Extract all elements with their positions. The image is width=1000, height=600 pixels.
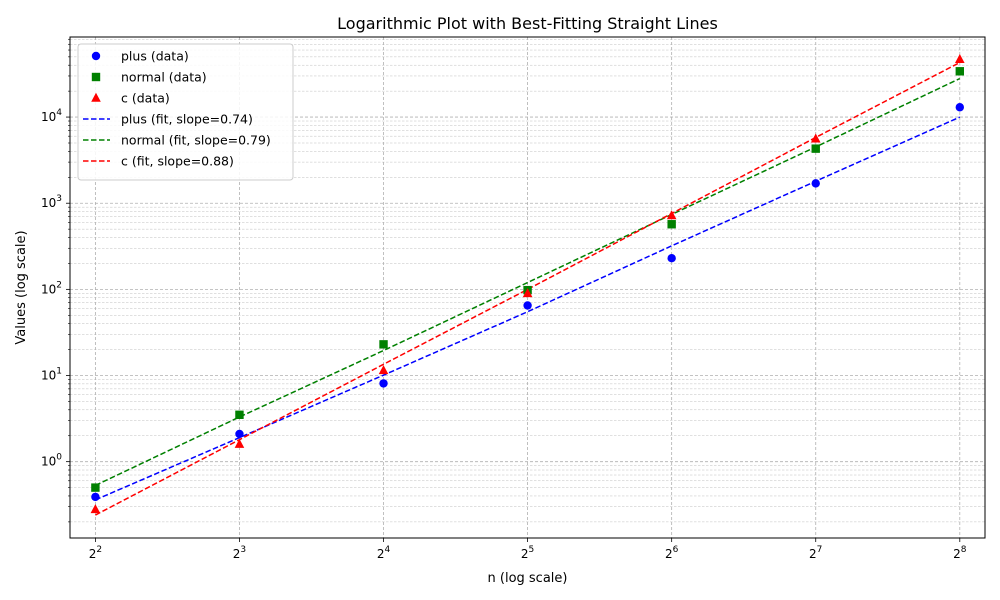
x-tick-label: 26 bbox=[665, 545, 679, 561]
legend-label: plus (fit, slope=0.74) bbox=[121, 112, 253, 127]
data-point-triangle bbox=[378, 365, 389, 375]
legend-label: normal (data) bbox=[121, 70, 207, 85]
x-tick-label: 28 bbox=[953, 545, 967, 561]
legend-label: c (data) bbox=[121, 91, 170, 106]
legend-label: plus (data) bbox=[121, 49, 189, 64]
y-tick-label: 103 bbox=[41, 194, 62, 210]
data-point-circle bbox=[667, 254, 676, 263]
legend: plus (data) normal (data) c (data) plus (fi… bbox=[77, 43, 294, 181]
data-point-circle bbox=[235, 429, 244, 439]
data-point-circle bbox=[91, 51, 101, 61]
x-tick-label: 27 bbox=[809, 545, 822, 561]
data-point-square bbox=[667, 220, 676, 229]
data-point-circle bbox=[523, 301, 532, 310]
x-tick-label: 23 bbox=[233, 545, 246, 561]
data-point-triangle bbox=[810, 133, 821, 143]
y-tick-label: 104 bbox=[41, 108, 62, 124]
data-point-triangle bbox=[666, 210, 677, 220]
y-axis-ticks: 100 101 102 103 104 bbox=[41, 38, 70, 523]
legend-box bbox=[77, 43, 294, 181]
data-point-circle bbox=[955, 103, 964, 112]
data-point-square bbox=[235, 410, 244, 419]
data-point-square bbox=[91, 483, 100, 492]
legend-label: normal (fit, slope=0.79) bbox=[121, 133, 271, 148]
data-point-triangle bbox=[954, 53, 965, 63]
data-point-circle bbox=[379, 379, 388, 388]
x-tick-label: 22 bbox=[89, 545, 102, 561]
x-tick-label: 25 bbox=[521, 545, 534, 561]
data-point-circle bbox=[811, 179, 820, 188]
data-point-triangle bbox=[234, 438, 245, 448]
y-tick-label: 102 bbox=[41, 280, 62, 296]
x-axis-label: n (log scale) bbox=[488, 571, 568, 586]
legend-label: c (fit, slope=0.88) bbox=[121, 154, 234, 169]
x-tick-label: 24 bbox=[377, 545, 391, 561]
data-point-square bbox=[379, 340, 388, 349]
data-point-triangle bbox=[90, 504, 101, 514]
data-point-square bbox=[91, 72, 101, 82]
y-tick-label: 101 bbox=[41, 367, 62, 383]
data-point-circle bbox=[91, 492, 100, 502]
data-point-square bbox=[955, 67, 964, 76]
data-point-triangle bbox=[91, 92, 101, 102]
data-point-square bbox=[811, 144, 820, 153]
data-point-triangle bbox=[522, 288, 533, 298]
chart-title: Logarithmic Plot with Best-Fitting Strai… bbox=[337, 14, 718, 33]
y-tick-label: 100 bbox=[41, 453, 62, 469]
data-markers bbox=[90, 53, 965, 514]
x-axis-ticks: 22 23 24 25 26 27 28 bbox=[89, 538, 967, 561]
y-axis-label: Values (log scale) bbox=[14, 230, 29, 344]
